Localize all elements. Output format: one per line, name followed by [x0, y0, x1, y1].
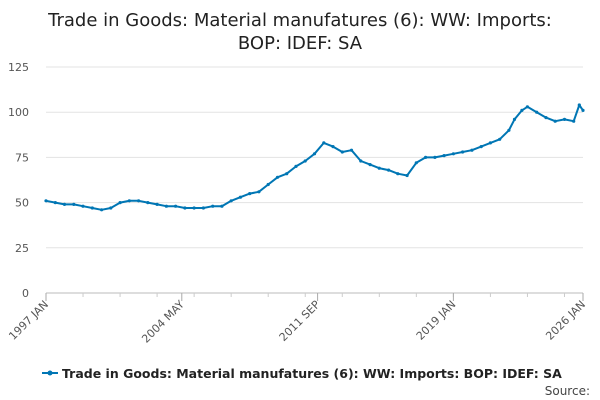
data-point[interactable]	[553, 119, 557, 123]
data-point[interactable]	[461, 150, 465, 154]
data-point[interactable]	[535, 110, 539, 114]
data-point[interactable]	[211, 204, 215, 208]
data-point[interactable]	[294, 164, 298, 168]
data-point[interactable]	[525, 105, 530, 109]
data-point[interactable]	[340, 150, 344, 154]
data-point[interactable]	[192, 206, 196, 210]
data-point[interactable]	[359, 159, 363, 163]
data-point[interactable]	[90, 206, 94, 210]
x-tick-label: 2026 JAN	[543, 298, 588, 343]
data-point[interactable]	[220, 204, 224, 208]
data-point[interactable]	[238, 195, 242, 199]
data-point[interactable]	[275, 175, 280, 179]
data-point[interactable]	[303, 159, 307, 163]
data-point[interactable]	[62, 202, 67, 206]
data-point[interactable]	[451, 152, 455, 156]
y-tick-label: 75	[15, 151, 29, 164]
data-point[interactable]	[266, 182, 270, 187]
data-point[interactable]	[414, 161, 418, 165]
legend[interactable]: Trade in Goods: Material manufatures (6)…	[42, 366, 562, 381]
x-tick-label: 1997 JAN	[6, 298, 51, 343]
data-point[interactable]	[100, 208, 104, 212]
data-point[interactable]	[581, 108, 585, 112]
source-label: Source:	[545, 384, 590, 398]
data-point[interactable]	[137, 199, 141, 203]
data-point[interactable]	[183, 206, 187, 210]
grid	[46, 66, 583, 294]
data-point[interactable]	[368, 163, 372, 167]
data-point[interactable]	[201, 206, 205, 210]
data-point[interactable]	[488, 141, 492, 145]
data-point[interactable]	[322, 141, 326, 145]
data-point[interactable]	[577, 103, 581, 107]
data-point[interactable]	[387, 168, 391, 172]
legend-label: Trade in Goods: Material manufatures (6)…	[62, 366, 562, 381]
data-point[interactable]	[174, 204, 178, 208]
data-point[interactable]	[331, 145, 335, 149]
y-tick-label: 50	[15, 197, 29, 210]
data-point[interactable]	[470, 148, 474, 152]
data-point[interactable]	[155, 202, 159, 206]
data-point[interactable]	[312, 152, 317, 156]
data-point[interactable]	[349, 148, 354, 152]
data-point[interactable]	[396, 172, 400, 176]
data-point[interactable]	[405, 173, 409, 178]
data-point[interactable]	[377, 166, 381, 170]
series-layer	[44, 103, 585, 212]
chart-title-line-1: Trade in Goods: Material manufatures (6)…	[47, 10, 552, 31]
y-tick-label: 100	[8, 106, 29, 119]
y-tick-label: 0	[22, 287, 29, 300]
x-tick-label: 2011 SEP	[277, 298, 323, 344]
data-point[interactable]	[424, 155, 428, 159]
data-point[interactable]	[442, 154, 446, 158]
x-tick-label: 2019 JAN	[414, 298, 459, 343]
data-point[interactable]	[109, 206, 113, 210]
data-point[interactable]	[512, 117, 517, 121]
data-point[interactable]	[285, 172, 289, 176]
data-point[interactable]	[229, 199, 233, 203]
y-axis: 0 25 50 75 100 125	[8, 61, 29, 300]
y-tick-label: 25	[15, 242, 29, 255]
data-point[interactable]	[127, 199, 131, 203]
legend-marker-swatch	[47, 370, 53, 376]
data-point[interactable]	[164, 204, 168, 208]
data-point[interactable]	[72, 202, 76, 206]
data-point[interactable]	[562, 117, 567, 121]
y-tick-label: 125	[8, 61, 29, 74]
data-point[interactable]	[53, 201, 57, 205]
data-point[interactable]	[479, 145, 483, 149]
data-point[interactable]	[248, 192, 252, 196]
chart-title-line-2: BOP: IDEF: SA	[238, 33, 363, 54]
data-point[interactable]	[433, 155, 437, 159]
x-tick-label: 2004 MAY	[139, 298, 187, 346]
data-point[interactable]	[507, 128, 511, 132]
data-point[interactable]	[146, 201, 150, 205]
x-axis: 1997 JAN 2004 MAY 2011 SEP 2019 JAN 2026 JAN	[6, 293, 588, 346]
data-point[interactable]	[572, 119, 576, 123]
data-point[interactable]	[118, 201, 122, 205]
data-point[interactable]	[520, 108, 524, 112]
data-point[interactable]	[81, 204, 85, 208]
data-point[interactable]	[257, 190, 261, 194]
data-point[interactable]	[498, 137, 502, 141]
data-point[interactable]	[544, 116, 548, 120]
data-point[interactable]	[44, 199, 48, 203]
